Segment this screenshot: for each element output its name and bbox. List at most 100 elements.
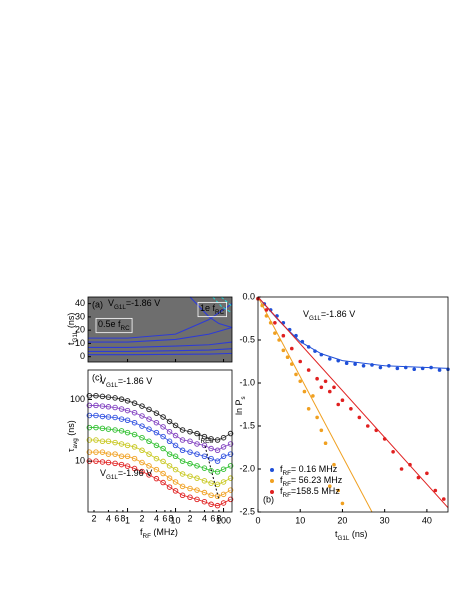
resonance-marker — [204, 445, 220, 501]
data-point — [93, 437, 99, 443]
data-point — [131, 455, 138, 462]
data-point — [187, 460, 193, 467]
data-point — [105, 426, 112, 432]
data-point — [289, 346, 294, 351]
y-tick-label: 40 — [75, 298, 85, 308]
y-axis-label-part: (ns) — [66, 313, 76, 331]
legend-marker — [270, 490, 274, 494]
series-line — [89, 415, 231, 462]
data-point — [118, 406, 125, 412]
data-point — [105, 438, 112, 445]
data-point — [179, 471, 186, 477]
data-point — [172, 488, 179, 494]
data-point — [172, 453, 179, 460]
annotation-part: V — [303, 309, 309, 319]
data-point — [124, 398, 131, 404]
x-tick-label: 30 — [380, 515, 390, 525]
annotation-part: G1L — [309, 315, 321, 322]
data-point — [93, 392, 99, 399]
data-point — [319, 428, 324, 433]
legend-marker — [270, 468, 274, 472]
data-point — [124, 463, 131, 469]
data-point — [112, 414, 118, 421]
data-point — [201, 498, 208, 505]
data-point — [302, 389, 307, 394]
data-point — [105, 414, 112, 420]
data-point — [124, 442, 131, 449]
legend-label-part: = 56.23 MHz — [291, 475, 343, 485]
data-point — [306, 407, 311, 411]
data-point — [227, 441, 234, 447]
data-point — [153, 466, 160, 473]
x-tick-label: 6 — [210, 513, 215, 523]
data-point — [172, 479, 179, 485]
annotation-part: RC — [215, 309, 225, 316]
data-point — [93, 458, 99, 464]
annotation-part: f — [198, 432, 201, 442]
y-tick-label: -1.5 — [239, 420, 255, 430]
data-point — [273, 331, 277, 335]
series-line — [89, 460, 231, 507]
data-point — [403, 365, 408, 370]
x-axis-label-part: (ns) — [349, 529, 367, 539]
x-tick-label: 8 — [168, 513, 173, 523]
data-point — [344, 361, 349, 366]
data-point — [220, 500, 227, 506]
data-point — [361, 364, 366, 368]
x-tick-label: 1 — [125, 515, 130, 525]
y-axis-label: tG1L (ns) — [66, 313, 78, 345]
data-point — [289, 362, 294, 366]
data-point — [336, 402, 341, 407]
series-line — [89, 405, 231, 451]
annotation-part: RC — [121, 325, 131, 332]
data-point — [201, 442, 208, 449]
annotation-part: =-1.96 V — [118, 468, 152, 478]
data-point — [194, 475, 200, 481]
contour-line — [220, 296, 233, 307]
x-axis-label-part: (MHz) — [151, 527, 178, 537]
y-tick-label: -2.5 — [239, 506, 255, 516]
data-point — [105, 404, 112, 410]
data-point — [306, 345, 311, 349]
data-point — [112, 404, 118, 411]
series-line — [89, 395, 231, 441]
data-point — [208, 445, 214, 452]
legend-label-part: = 0.16 MHz — [291, 464, 338, 474]
data-point — [412, 367, 417, 372]
data-point — [86, 424, 93, 431]
data-point — [281, 333, 286, 338]
data-point — [340, 501, 345, 506]
contour-line — [88, 341, 233, 348]
data-point — [220, 444, 227, 450]
data-point — [153, 475, 160, 482]
y-tick-label: -2.0 — [239, 463, 255, 473]
data-point — [131, 431, 138, 438]
data-point — [93, 449, 99, 455]
x-tick-label: 2 — [187, 513, 192, 523]
data-point — [187, 473, 193, 479]
data-point — [187, 428, 193, 435]
legend-label-part: RF — [283, 481, 292, 488]
panel-label: (b) — [263, 494, 274, 504]
data-point — [160, 414, 166, 420]
data-point — [160, 424, 166, 430]
data-point — [139, 447, 145, 454]
data-point — [105, 451, 112, 457]
data-point — [131, 400, 138, 406]
data-point — [139, 459, 145, 466]
data-point — [327, 389, 332, 394]
data-point — [172, 422, 179, 429]
data-point — [124, 429, 131, 436]
y-tick-label: 0 — [80, 351, 85, 361]
annotation: VG1L=-1.86 V — [108, 298, 160, 310]
y-tick-label: -0.5 — [239, 334, 255, 344]
data-point — [99, 438, 106, 445]
data-point — [86, 437, 93, 443]
legend-label: fRF= 0.16 MHz — [280, 464, 338, 476]
contour-line — [212, 296, 233, 314]
data-point — [353, 362, 357, 366]
data-point — [179, 427, 186, 433]
data-point — [408, 462, 412, 467]
y-axis-label-part: G1L — [72, 330, 79, 342]
data-point — [112, 451, 118, 457]
